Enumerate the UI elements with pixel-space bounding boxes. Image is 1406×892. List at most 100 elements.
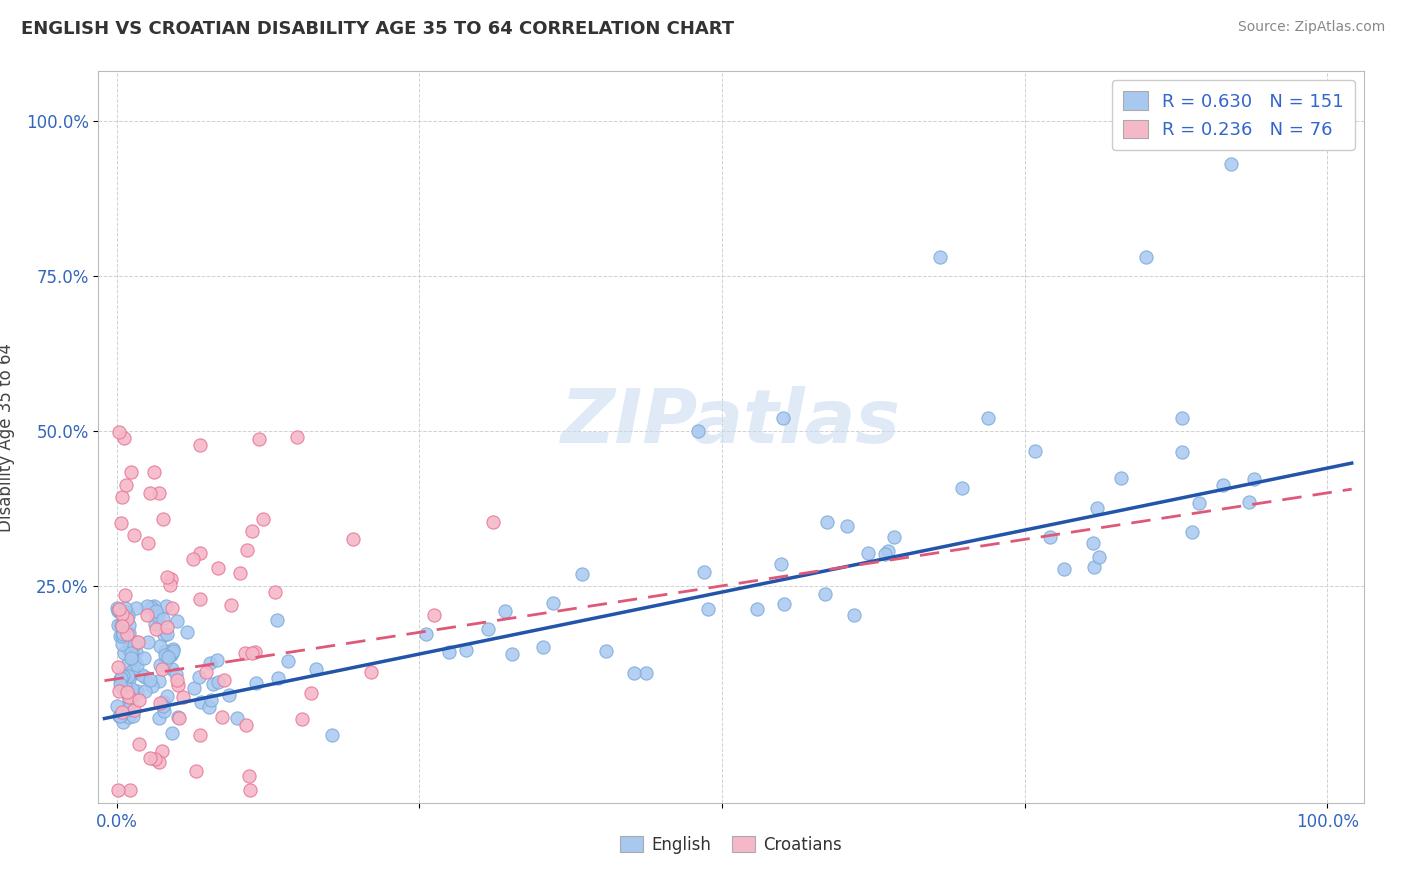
Point bbox=[107, 618, 129, 632]
Point bbox=[1243, 472, 1265, 486]
Point bbox=[153, 644, 176, 658]
Point bbox=[183, 681, 205, 696]
Point bbox=[218, 688, 240, 702]
Point bbox=[156, 650, 179, 665]
Point bbox=[112, 706, 135, 721]
Point bbox=[188, 438, 211, 452]
Point bbox=[299, 685, 322, 699]
Point bbox=[125, 601, 148, 615]
Point bbox=[883, 530, 905, 544]
Point bbox=[112, 669, 135, 683]
Point bbox=[264, 585, 287, 599]
Point bbox=[148, 674, 170, 689]
Point bbox=[686, 424, 709, 438]
Point bbox=[219, 598, 242, 612]
Point bbox=[1181, 524, 1204, 539]
Point bbox=[415, 627, 437, 641]
Point bbox=[595, 644, 617, 658]
Point bbox=[929, 250, 952, 264]
Point bbox=[149, 657, 172, 672]
Point bbox=[122, 665, 145, 680]
Point bbox=[160, 601, 183, 615]
Point bbox=[112, 646, 135, 660]
Point bbox=[121, 681, 143, 696]
Point bbox=[477, 623, 499, 637]
Point bbox=[814, 587, 837, 601]
Point bbox=[110, 629, 132, 643]
Point bbox=[772, 411, 794, 425]
Point bbox=[1171, 445, 1194, 459]
Point bbox=[769, 557, 792, 571]
Point bbox=[360, 665, 382, 679]
Point bbox=[148, 756, 170, 770]
Point bbox=[188, 592, 211, 607]
Point bbox=[118, 672, 141, 686]
Point bbox=[105, 698, 128, 713]
Point bbox=[172, 690, 194, 704]
Point bbox=[190, 546, 212, 560]
Point bbox=[112, 673, 135, 688]
Point bbox=[153, 628, 176, 642]
Y-axis label: Disability Age 35 to 64: Disability Age 35 to 64 bbox=[0, 343, 14, 532]
Point bbox=[877, 544, 900, 558]
Point bbox=[136, 536, 159, 550]
Point bbox=[122, 688, 145, 702]
Point bbox=[107, 603, 129, 617]
Point bbox=[162, 641, 184, 656]
Point bbox=[107, 783, 129, 797]
Point bbox=[134, 683, 156, 698]
Point bbox=[239, 783, 262, 797]
Point bbox=[118, 693, 141, 707]
Point bbox=[112, 614, 135, 628]
Point bbox=[112, 431, 135, 445]
Point bbox=[107, 660, 129, 674]
Point bbox=[207, 674, 229, 689]
Point bbox=[136, 608, 159, 623]
Point bbox=[494, 604, 516, 618]
Point bbox=[697, 602, 720, 616]
Point bbox=[1109, 471, 1132, 485]
Point bbox=[128, 635, 150, 649]
Point bbox=[950, 481, 973, 495]
Point bbox=[160, 726, 183, 740]
Point bbox=[136, 634, 159, 648]
Point bbox=[1052, 562, 1074, 576]
Point bbox=[122, 665, 145, 680]
Point bbox=[107, 602, 129, 616]
Point bbox=[1135, 250, 1157, 264]
Point bbox=[107, 425, 129, 439]
Point bbox=[198, 700, 221, 714]
Point bbox=[122, 528, 145, 542]
Point bbox=[152, 695, 174, 709]
Point bbox=[214, 673, 236, 688]
Point bbox=[141, 679, 163, 693]
Point bbox=[266, 613, 288, 627]
Point bbox=[159, 578, 181, 592]
Point bbox=[291, 712, 314, 726]
Point bbox=[145, 622, 167, 636]
Point bbox=[111, 490, 134, 504]
Point bbox=[1039, 530, 1062, 544]
Point bbox=[110, 705, 132, 719]
Text: Source: ZipAtlas.com: Source: ZipAtlas.com bbox=[1237, 20, 1385, 34]
Point bbox=[110, 671, 132, 685]
Point bbox=[108, 684, 131, 698]
Point bbox=[120, 646, 142, 660]
Point bbox=[136, 599, 159, 613]
Point bbox=[285, 430, 308, 444]
Point bbox=[105, 601, 128, 615]
Point bbox=[111, 618, 134, 632]
Point bbox=[235, 718, 257, 732]
Point bbox=[152, 699, 174, 714]
Point bbox=[152, 612, 174, 626]
Point bbox=[233, 646, 256, 660]
Point bbox=[118, 690, 141, 705]
Point bbox=[167, 710, 190, 724]
Point bbox=[176, 625, 198, 640]
Point bbox=[166, 614, 188, 628]
Point bbox=[238, 769, 260, 783]
Point bbox=[145, 604, 167, 618]
Point bbox=[110, 516, 132, 530]
Point bbox=[873, 547, 896, 561]
Point bbox=[745, 602, 768, 616]
